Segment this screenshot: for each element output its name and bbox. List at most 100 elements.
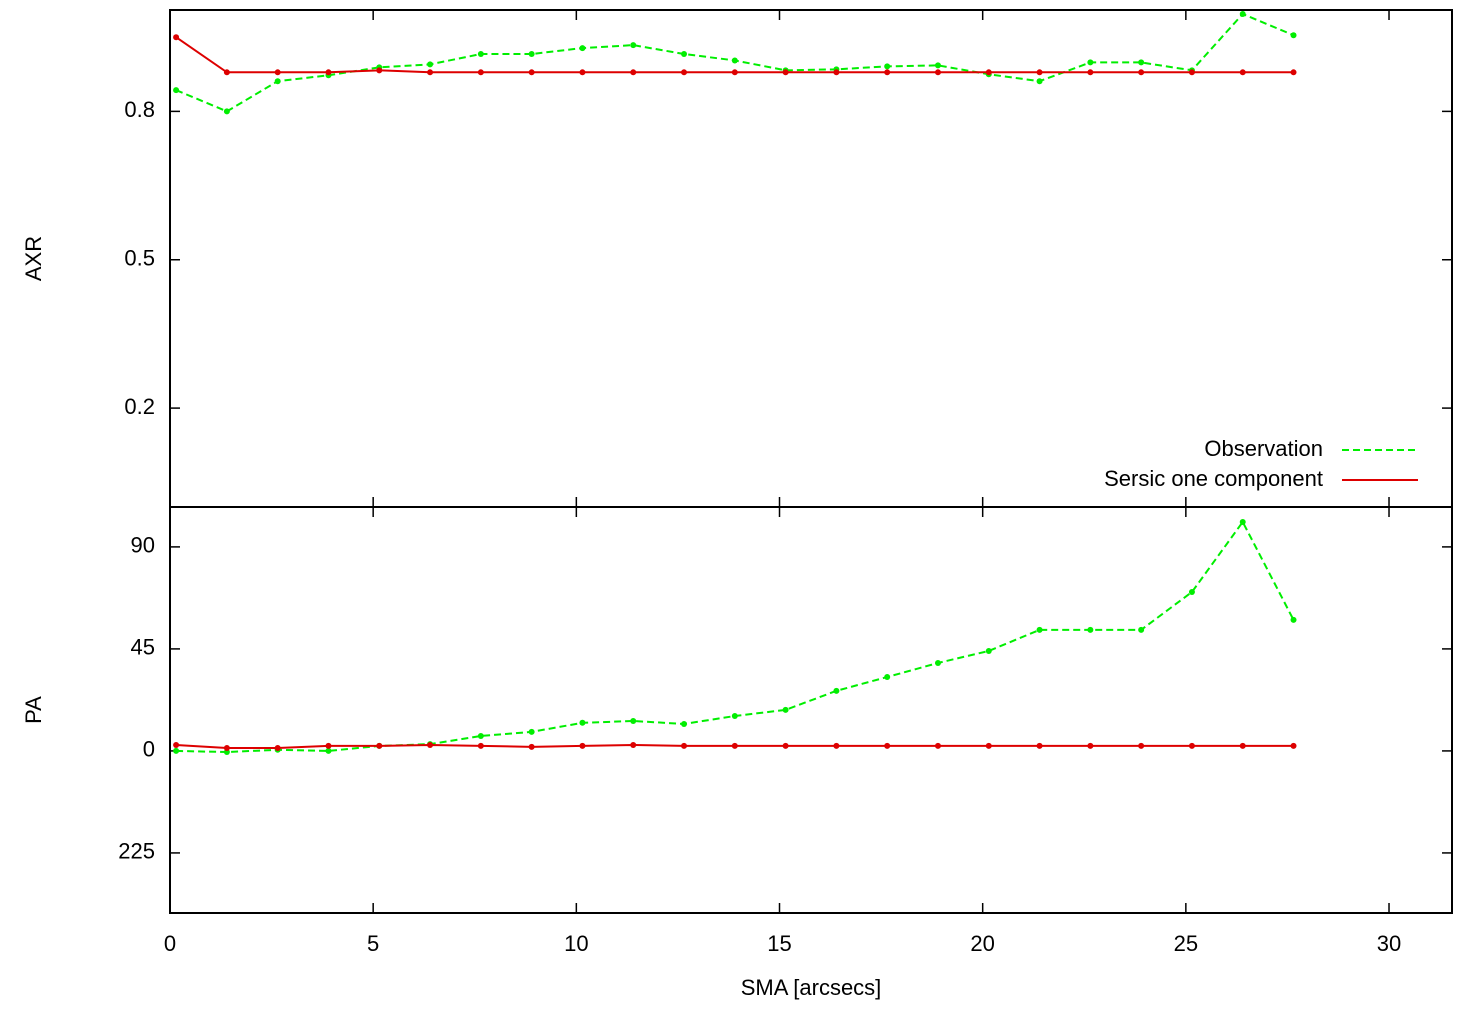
point	[1290, 32, 1297, 39]
point	[477, 51, 484, 58]
plot-frame	[169, 506, 1453, 914]
point	[681, 742, 688, 749]
y-tick-label: 0.8	[124, 97, 155, 122]
point	[1239, 10, 1246, 17]
point	[325, 742, 332, 749]
point	[833, 687, 840, 694]
plot-frame	[169, 9, 1453, 508]
x-tick-label: 30	[1377, 931, 1401, 956]
point	[1087, 59, 1094, 66]
y-tick-label: 0	[143, 737, 155, 762]
point	[1036, 626, 1043, 633]
y-tick-label: 90	[131, 533, 155, 558]
point	[985, 742, 992, 749]
point	[1036, 69, 1043, 76]
point	[173, 742, 180, 749]
point	[630, 742, 637, 749]
point	[173, 747, 180, 754]
y-axis-label: AXR	[21, 236, 46, 281]
point	[274, 744, 281, 751]
point	[833, 69, 840, 76]
x-tick-label: 0	[164, 931, 176, 956]
point	[731, 57, 738, 64]
point	[934, 69, 941, 76]
point	[985, 69, 992, 76]
point	[274, 69, 281, 76]
point	[427, 69, 434, 76]
point	[579, 69, 586, 76]
point	[1188, 589, 1195, 596]
point	[223, 69, 230, 76]
point	[1239, 742, 1246, 749]
point	[223, 108, 230, 115]
point	[173, 87, 180, 94]
point	[782, 69, 789, 76]
x-tick-label: 20	[970, 931, 994, 956]
point	[681, 720, 688, 727]
point	[1188, 69, 1195, 76]
point	[884, 69, 891, 76]
point	[934, 659, 941, 666]
point	[782, 742, 789, 749]
point	[1138, 626, 1145, 633]
point	[325, 747, 332, 754]
point	[884, 742, 891, 749]
x-tick-label: 5	[367, 931, 379, 956]
point	[1138, 69, 1145, 76]
y-axis-label: PA	[21, 696, 46, 724]
point	[427, 61, 434, 68]
point	[376, 67, 383, 74]
point	[1087, 742, 1094, 749]
point	[884, 63, 891, 70]
point	[681, 51, 688, 58]
point	[934, 62, 941, 69]
point	[528, 69, 535, 76]
point	[1138, 742, 1145, 749]
point	[1239, 518, 1246, 525]
point	[630, 717, 637, 724]
y-tick-label: 225	[118, 839, 155, 864]
point	[681, 69, 688, 76]
point	[325, 69, 332, 76]
point	[274, 78, 281, 85]
x-axis-label: SMA [arcsecs]	[741, 975, 882, 1000]
point	[528, 743, 535, 750]
point	[934, 742, 941, 749]
point	[528, 728, 535, 735]
y-tick-label: 0.2	[124, 394, 155, 419]
y-tick-label: 45	[131, 635, 155, 660]
point	[1239, 69, 1246, 76]
point	[477, 732, 484, 739]
point	[477, 742, 484, 749]
point	[731, 742, 738, 749]
point	[1087, 69, 1094, 76]
point	[1188, 742, 1195, 749]
point	[782, 706, 789, 713]
point	[1036, 78, 1043, 85]
point	[376, 742, 383, 749]
point	[579, 742, 586, 749]
x-tick-label: 10	[564, 931, 588, 956]
point	[579, 45, 586, 52]
x-tick-label: 25	[1174, 931, 1198, 956]
point	[833, 742, 840, 749]
series-line	[175, 36, 1294, 74]
y-tick-label: 0.5	[124, 246, 155, 271]
point	[731, 69, 738, 76]
point	[1036, 742, 1043, 749]
point	[630, 42, 637, 49]
point	[1087, 626, 1094, 633]
point	[884, 674, 891, 681]
point	[223, 744, 230, 751]
point	[477, 69, 484, 76]
point	[579, 719, 586, 726]
x-tick-label: 15	[767, 931, 791, 956]
point	[630, 69, 637, 76]
point	[985, 647, 992, 654]
point	[1290, 616, 1297, 623]
point	[173, 34, 180, 41]
legend-label: Sersic one component	[1104, 466, 1323, 491]
point	[1290, 69, 1297, 76]
point	[528, 51, 535, 58]
